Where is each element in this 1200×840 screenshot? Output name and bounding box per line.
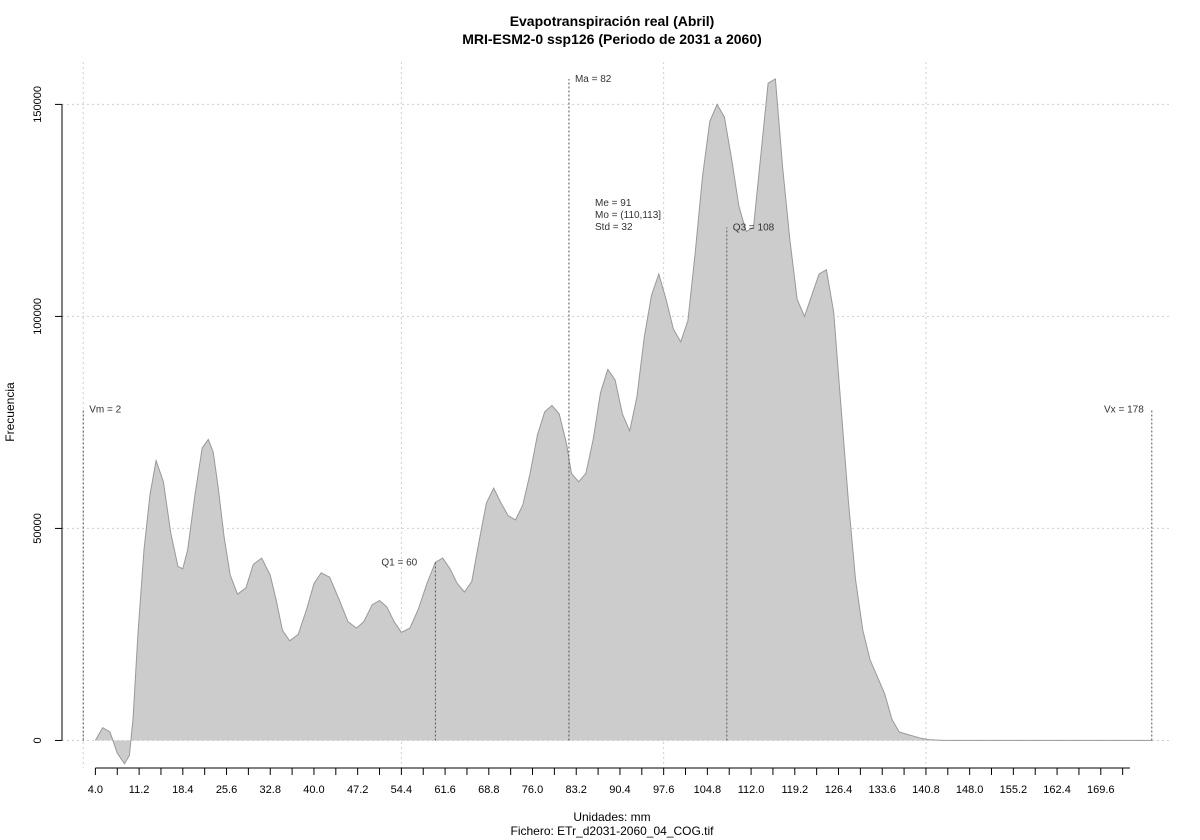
x-tick-label: 119.2: [781, 784, 808, 796]
y-axis-label: Frecuencia: [3, 382, 17, 442]
stats-label: Me = 91: [595, 198, 632, 209]
stats-label: Std = 32: [595, 222, 633, 233]
x-tick-label: 83.2: [566, 784, 587, 796]
x-tick-label: 162.4: [1043, 784, 1071, 796]
marker-label: Q3 = 108: [733, 222, 775, 233]
y-tick-label: 0: [32, 737, 44, 743]
stat-markers: Vm = 2 Q1 = 60 Ma = 82 Q3 = 108 Vx = 178 Me =…: [82, 74, 1153, 741]
x-tick-label: 140.8: [912, 784, 940, 796]
x-tick-label: 148.0: [956, 784, 984, 796]
x-tick-label: 61.6: [434, 784, 455, 796]
x-tick-label: 112.0: [738, 784, 765, 796]
density-fill: [95, 79, 1152, 764]
marker-label: Q1 = 60: [381, 557, 417, 568]
stats-label: Mo = (110,113]: [595, 210, 661, 221]
x-tick-label: 47.2: [347, 784, 368, 796]
x-tick-label: 32.8: [260, 784, 281, 796]
y-tick-label: 100000: [32, 298, 44, 335]
x-tick-label: 76.0: [522, 784, 543, 796]
marker-label: Vx = 178: [1104, 405, 1144, 416]
x-tick-label: 169.6: [1087, 784, 1115, 796]
density-area: [94, 78, 1152, 765]
x-tick-label: 126.4: [825, 784, 853, 796]
marker-label: Ma = 82: [575, 74, 612, 85]
density-line: [94, 78, 1152, 765]
file-caption: Fichero: ETr_d2031-2060_04_COG.tif: [511, 824, 715, 838]
x-tick-label: 97.6: [653, 784, 674, 796]
x-axis-label: Unidades: mm: [573, 810, 650, 824]
x-tick-label: 25.6: [216, 784, 237, 796]
y-tick-label: 50000: [32, 513, 44, 544]
y-tick-label: 150000: [32, 86, 44, 123]
x-tick-label: 4.0: [88, 784, 103, 796]
x-tick-label: 40.0: [303, 784, 324, 796]
x-tick-label: 90.4: [609, 784, 630, 796]
chart-subtitle: MRI-ESM2-0 ssp126 (Periodo de 2031 a 206…: [462, 31, 762, 47]
x-tick-label: 11.2: [129, 784, 150, 796]
x-tick-label: 133.6: [868, 784, 896, 796]
x-tick-label: 104.8: [694, 784, 722, 796]
x-tick-label: 18.4: [172, 784, 193, 796]
marker-label: Vm = 2: [89, 405, 121, 416]
chart-title: Evapotranspiración real (Abril): [510, 13, 715, 29]
axes: 0 50000 100000 150000 4.0 11.2 18.4 25.6 32.8 40.…: [32, 86, 1130, 796]
x-tick-label: 155.2: [1000, 784, 1028, 796]
x-tick-label: 68.8: [478, 784, 499, 796]
x-tick-label: 54.4: [391, 784, 412, 796]
